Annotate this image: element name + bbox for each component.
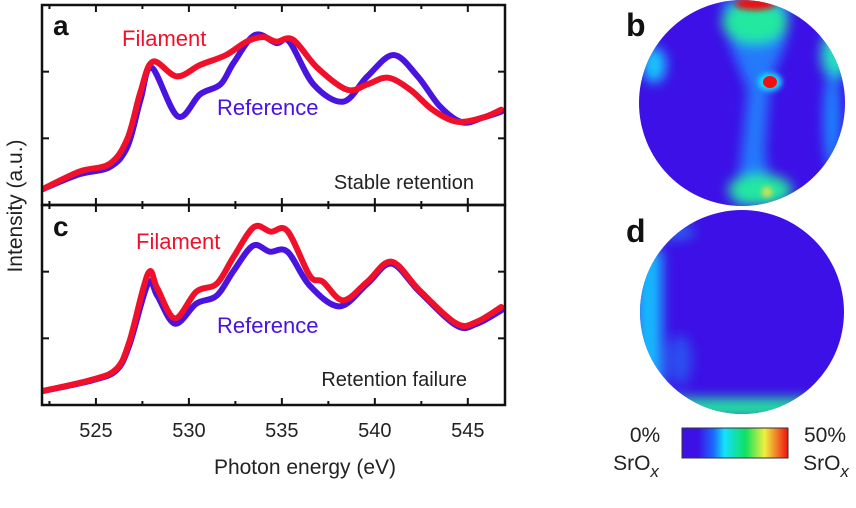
series-line-filament <box>43 222 504 394</box>
colorbar-max-quantity: SrOx <box>803 452 849 481</box>
legend-reference-c: Reference <box>217 313 319 338</box>
colorbar-min-label: 0% <box>630 424 660 447</box>
panel-c-frame <box>40 203 507 407</box>
panel-d-label: d <box>626 213 646 249</box>
colorbar-gradient <box>681 427 789 459</box>
colorbar: 0% SrOx 50% SrOx <box>613 424 849 481</box>
x-tick-label: 545 <box>451 420 484 442</box>
x-tick-label: 530 <box>172 420 205 442</box>
panel-c: c Filament Reference Retention failure <box>40 203 507 407</box>
map-b: b <box>626 0 845 206</box>
legend-filament-a: Filament <box>122 26 206 51</box>
y-axis-label: Intensity (a.u.) <box>4 139 27 272</box>
annotation-a: Stable retention <box>334 172 474 194</box>
x-axis-label: Photon energy (eV) <box>214 456 396 479</box>
annotation-c: Retention failure <box>321 369 467 391</box>
series-line-filament <box>43 34 504 192</box>
map-d: d <box>626 210 844 414</box>
panel-a-label: a <box>53 10 69 41</box>
x-tick-label: 535 <box>265 420 298 442</box>
legend-filament-c: Filament <box>136 229 220 254</box>
x-tick-label: 525 <box>79 420 112 442</box>
panel-c-label: c <box>53 211 69 242</box>
colorbar-max-label: 50% <box>804 424 846 447</box>
panel-a: a Filament Reference Stable retention <box>40 3 507 207</box>
x-tick-label: 540 <box>358 420 391 442</box>
panel-b-label: b <box>626 7 646 43</box>
legend-reference-a: Reference <box>217 95 319 120</box>
colorbar-min-quantity: SrOx <box>613 452 659 481</box>
